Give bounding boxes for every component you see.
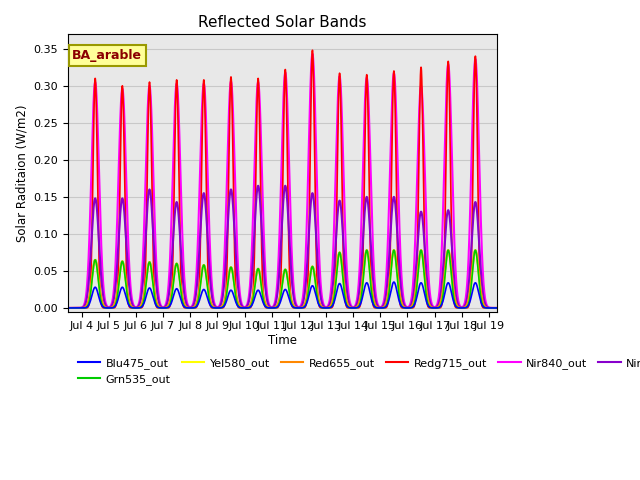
Legend: Blu475_out, Grn535_out, Yel580_out, Red655_out, Redg715_out, Nir840_out, Nir945_: Blu475_out, Grn535_out, Yel580_out, Red6… — [74, 353, 640, 389]
Title: Reflected Solar Bands: Reflected Solar Bands — [198, 15, 367, 30]
Text: BA_arable: BA_arable — [72, 49, 142, 62]
X-axis label: Time: Time — [268, 334, 297, 347]
Y-axis label: Solar Raditaion (W/m2): Solar Raditaion (W/m2) — [15, 104, 28, 241]
